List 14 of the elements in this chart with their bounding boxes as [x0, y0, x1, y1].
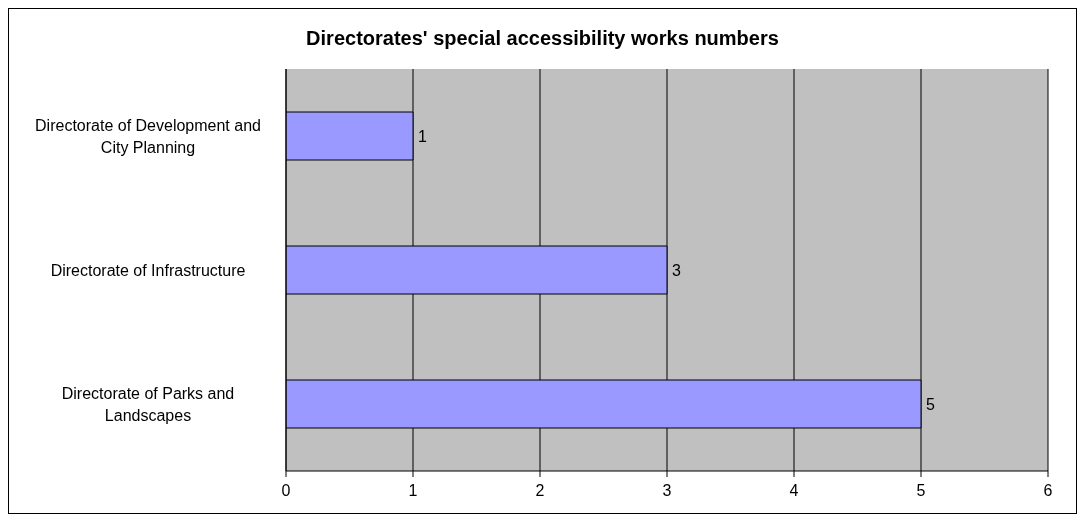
y-tick-label: Directorate of Development and City Planning [35, 116, 261, 156]
x-tick-label: 4 [789, 482, 799, 500]
x-tick-label: 2 [535, 482, 545, 500]
data-label: 3 [672, 261, 681, 279]
x-tick-label: 3 [662, 482, 672, 500]
data-label: 5 [926, 395, 935, 413]
x-tick-label: 5 [916, 482, 926, 500]
data-label: 1 [418, 127, 427, 145]
y-tick-label: Directorate of Parks and Landscapes [61, 384, 235, 424]
chart-title: Directorates' special accessibility works numbers [305, 27, 780, 50]
x-tick-label: 1 [408, 482, 418, 500]
x-tick-label: 0 [281, 482, 291, 500]
y-tick-label: Directorate of Infrastructure [50, 261, 246, 279]
x-tick-label: 6 [1043, 482, 1053, 500]
